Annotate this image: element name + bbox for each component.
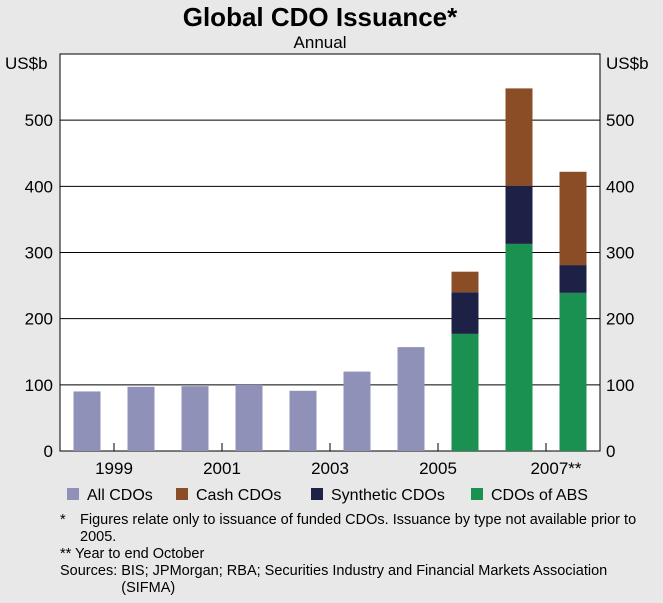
bar-synthetic-cdos-2006 (505, 185, 533, 244)
x-tick-2005: 2005 (419, 459, 457, 478)
legend-label-all-cdos: All CDOs (87, 487, 153, 504)
legend-label-cdos-of-abs: CDOs of ABS (491, 487, 588, 504)
y-tick-right-400: 400 (606, 177, 634, 196)
chart-title: Global CDO Issuance* (183, 2, 458, 32)
bar-all-cdos-2004 (397, 347, 425, 451)
y-tick-left-400: 400 (25, 177, 53, 196)
bar-cdos-of-abs-2007 (559, 292, 587, 451)
legend-swatch-all-cdos (67, 488, 79, 500)
x-tick-labels: 1999 2001 2003 2005 2007** (95, 443, 582, 478)
legend-swatch-synthetic-cdos (311, 488, 323, 500)
bar-cash-cdos-2007 (559, 171, 587, 266)
legend-swatch-cdos-of-abs (471, 488, 483, 500)
footnote-double-star: ** Year to end October (60, 546, 205, 562)
bar-all-cdos-2001 (235, 384, 263, 451)
bar-all-cdos-2003 (343, 371, 371, 451)
footnote-star-text: Figures relate only to issuance of funde… (80, 512, 637, 545)
x-tick-2003: 2003 (311, 459, 349, 478)
legend-label-synthetic-cdos: Synthetic CDOs (331, 487, 445, 504)
bar-all-cdos-2000 (181, 386, 209, 451)
sources-text: BIS; JPMorgan; RBA; Securities Industry … (121, 563, 608, 596)
legend-label-cash-cdos: Cash CDOs (196, 487, 281, 504)
x-tick-1999: 1999 (95, 459, 133, 478)
sources: Sources: BIS; JPMorgan; RBA; Securities … (60, 563, 650, 597)
y-tick-right-300: 300 (606, 244, 634, 263)
y-tick-left-200: 200 (25, 310, 53, 329)
footnote-star-mark: * (60, 512, 66, 528)
bar-synthetic-cdos-2005 (451, 292, 479, 334)
bar-all-cdos-1999 (127, 386, 155, 451)
y-tick-left-500: 500 (25, 111, 53, 130)
y-tick-left-300: 300 (25, 244, 53, 263)
bar-cdos-of-abs-2005 (451, 333, 479, 451)
legend-swatch-cash-cdos (176, 488, 188, 500)
y-tick-labels: 0 0 100 100 200 200 300 300 400 400 500 500 (25, 111, 635, 461)
y-axis-label-right: US$b (606, 54, 649, 73)
bar-all-cdos-2002 (289, 390, 317, 451)
chart-subtitle: Annual (294, 33, 347, 52)
bar-cash-cdos-2005 (451, 271, 479, 293)
legend: All CDOs Cash CDOs Synthetic CDOs CDOs of A… (67, 487, 588, 504)
bar-cdos-of-abs-2006 (505, 243, 533, 451)
y-tick-right-100: 100 (606, 376, 634, 395)
y-tick-left-0: 0 (44, 442, 53, 461)
bar-cash-cdos-2006 (505, 88, 533, 186)
y-axis-label-left: US$b (5, 54, 48, 73)
y-tick-right-500: 500 (606, 111, 634, 130)
x-tick-2007**: 2007** (530, 459, 581, 478)
footnote-star: * Figures relate only to issuance of fun… (60, 512, 650, 546)
y-tick-left-100: 100 (25, 376, 53, 395)
y-tick-right-200: 200 (606, 310, 634, 329)
chart-notes: * Figures relate only to issuance of fun… (60, 512, 650, 597)
x-tick-2001: 2001 (203, 459, 241, 478)
sources-label: Sources: (60, 563, 118, 579)
y-tick-right-0: 0 (606, 442, 615, 461)
bars (73, 88, 587, 451)
bar-all-cdos-1998 (73, 391, 101, 451)
bar-synthetic-cdos-2007 (559, 265, 587, 293)
